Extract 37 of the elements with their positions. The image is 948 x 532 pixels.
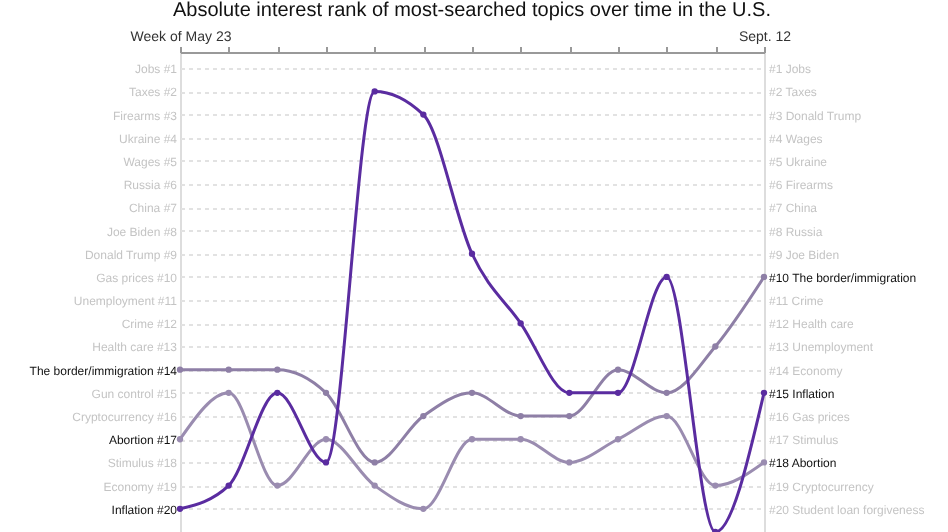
point bbox=[614, 436, 622, 443]
point bbox=[322, 436, 330, 443]
point bbox=[517, 412, 524, 420]
point bbox=[517, 436, 524, 443]
line-series bbox=[176, 389, 768, 512]
point bbox=[760, 459, 768, 466]
point bbox=[566, 459, 573, 466]
point bbox=[274, 482, 281, 489]
point bbox=[274, 389, 281, 397]
point bbox=[468, 250, 476, 257]
point bbox=[712, 482, 719, 489]
point bbox=[468, 436, 476, 443]
point bbox=[225, 482, 232, 489]
point bbox=[566, 412, 573, 420]
point bbox=[420, 505, 427, 512]
point bbox=[614, 389, 622, 397]
point bbox=[663, 389, 670, 397]
point bbox=[322, 389, 330, 397]
point bbox=[663, 412, 670, 420]
point bbox=[274, 366, 281, 373]
point bbox=[371, 482, 378, 489]
point bbox=[225, 366, 232, 373]
point bbox=[371, 459, 378, 466]
point bbox=[420, 412, 427, 420]
point bbox=[614, 366, 622, 373]
point bbox=[322, 459, 330, 466]
point bbox=[712, 343, 719, 350]
point bbox=[566, 389, 573, 397]
chart-title: Absolute interest rank of most-searched topics over time in the U.S. bbox=[172, 0, 772, 22]
point bbox=[663, 273, 670, 281]
point bbox=[371, 88, 378, 95]
point bbox=[225, 389, 232, 397]
point bbox=[760, 273, 768, 281]
point bbox=[420, 111, 427, 118]
point bbox=[760, 389, 768, 397]
point bbox=[517, 320, 524, 327]
point bbox=[468, 389, 476, 397]
